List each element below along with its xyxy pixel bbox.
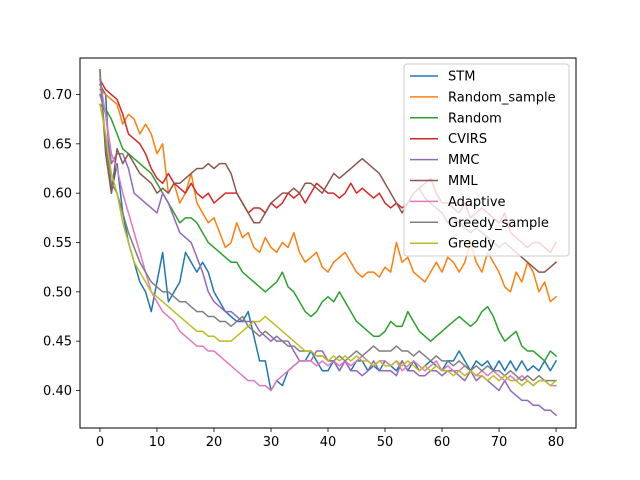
legend-label: Greedy_sample <box>448 216 549 231</box>
legend-label: MML <box>448 174 478 189</box>
x-tick-label: 60 <box>434 435 451 450</box>
series-line-stm <box>98 83 558 392</box>
legend: STM Random_sample Random CVIRS MMC MML Adaptiv… <box>403 63 570 257</box>
x-tick-label: 30 <box>263 435 280 450</box>
legend-label: Adaptive <box>448 195 506 210</box>
legend-label: Random <box>448 111 502 126</box>
legend-label: Random_sample <box>448 90 556 105</box>
x-tick-label: 10 <box>149 435 166 450</box>
y-tick-label: 0.50 <box>43 285 72 300</box>
y-tick-label: 0.70 <box>43 88 72 103</box>
x-tick-label: 50 <box>377 435 394 450</box>
x-tick-label: 0 <box>96 435 104 450</box>
y-tick-label: 0.65 <box>43 137 72 152</box>
x-tick-label: 20 <box>206 435 223 450</box>
x-tick-label: 70 <box>491 435 508 450</box>
series-line-greedy <box>99 103 558 387</box>
y-tick-label: 0.60 <box>43 187 72 202</box>
legend-label: Greedy <box>448 237 495 252</box>
series-line-random <box>98 103 558 362</box>
series-line-adaptive <box>99 78 557 392</box>
y-tick-label: 0.55 <box>43 236 72 251</box>
legend-label: CVIRS <box>448 132 487 147</box>
y-tick-label: 0.45 <box>43 335 72 350</box>
y-axis: 0.40 0.45 0.50 0.55 0.60 0.65 0.70 <box>43 88 80 399</box>
x-tick-label: 80 <box>548 435 565 450</box>
legend-box <box>403 63 570 257</box>
series-line-random-sample <box>98 88 558 303</box>
legend-label: STM <box>448 70 475 85</box>
x-axis: 0 10 20 30 40 50 60 70 80 <box>96 428 565 450</box>
y-tick-label: 0.40 <box>43 384 72 399</box>
legend-label: MMC <box>448 153 480 168</box>
x-tick-label: 40 <box>320 435 337 450</box>
